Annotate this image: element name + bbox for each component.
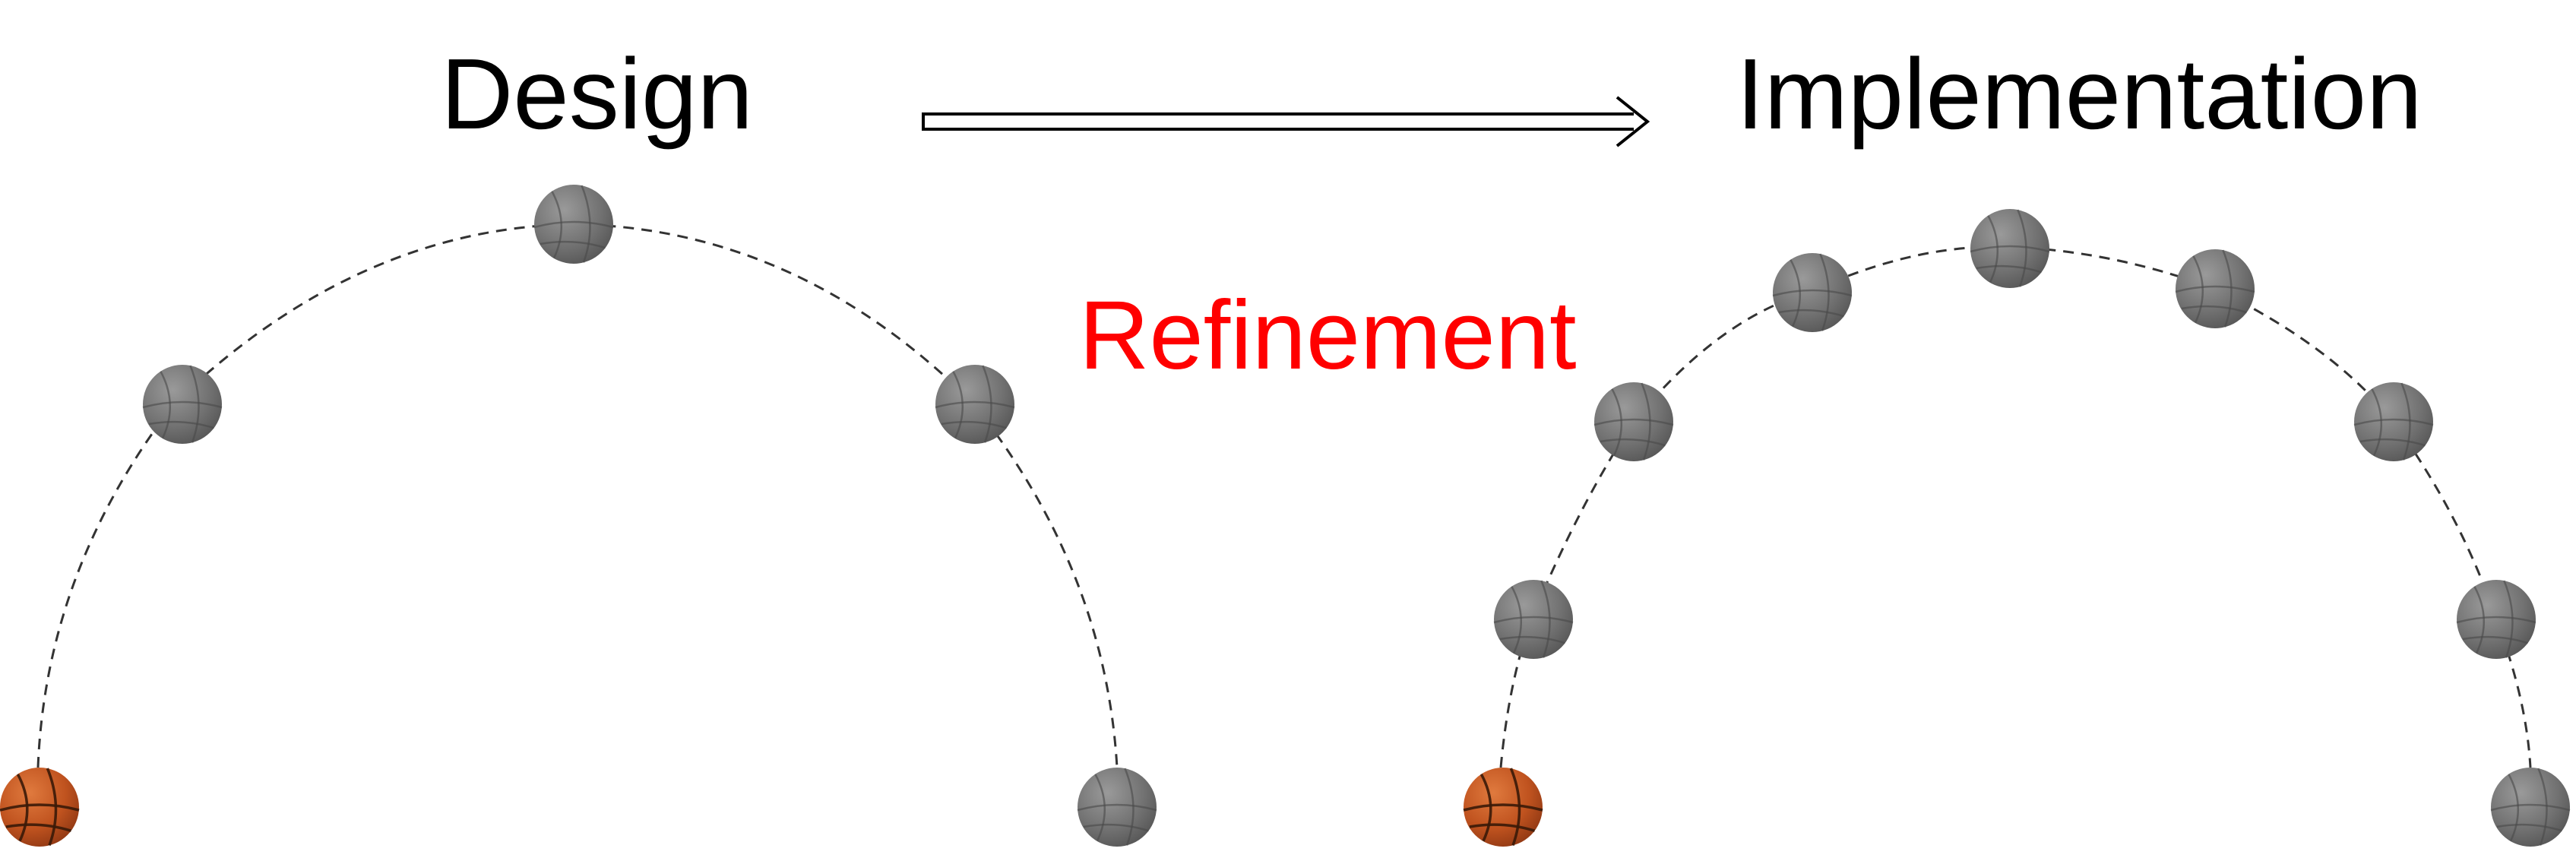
basketball-gray-icon bbox=[142, 365, 223, 444]
basketball-orange-icon bbox=[0, 768, 80, 847]
refinement-arrow bbox=[922, 96, 1650, 147]
refinement-label: Refinement bbox=[1079, 281, 1577, 390]
basketball-gray-icon bbox=[2456, 580, 2536, 659]
basketball-orange-icon bbox=[1463, 768, 1543, 847]
implementation-trajectory-arc bbox=[1499, 245, 2532, 768]
basketball-gray-icon bbox=[1493, 580, 1574, 659]
design-trajectory-arc bbox=[36, 223, 1119, 768]
basketball-gray-icon bbox=[1593, 382, 1674, 461]
basketball-gray-icon bbox=[935, 365, 1015, 444]
basketball-gray-icon bbox=[2490, 768, 2571, 847]
basketball-gray-icon bbox=[1077, 768, 1157, 847]
basketball-gray-icon bbox=[533, 185, 614, 264]
design-title: Design bbox=[441, 38, 753, 150]
basketball-gray-icon bbox=[1772, 253, 1853, 332]
basketball-gray-icon bbox=[2175, 249, 2255, 328]
implementation-title: Implementation bbox=[1736, 38, 2423, 150]
balls-layer bbox=[0, 185, 2571, 847]
basketball-gray-icon bbox=[1970, 209, 2050, 288]
basketball-gray-icon bbox=[2353, 382, 2434, 461]
